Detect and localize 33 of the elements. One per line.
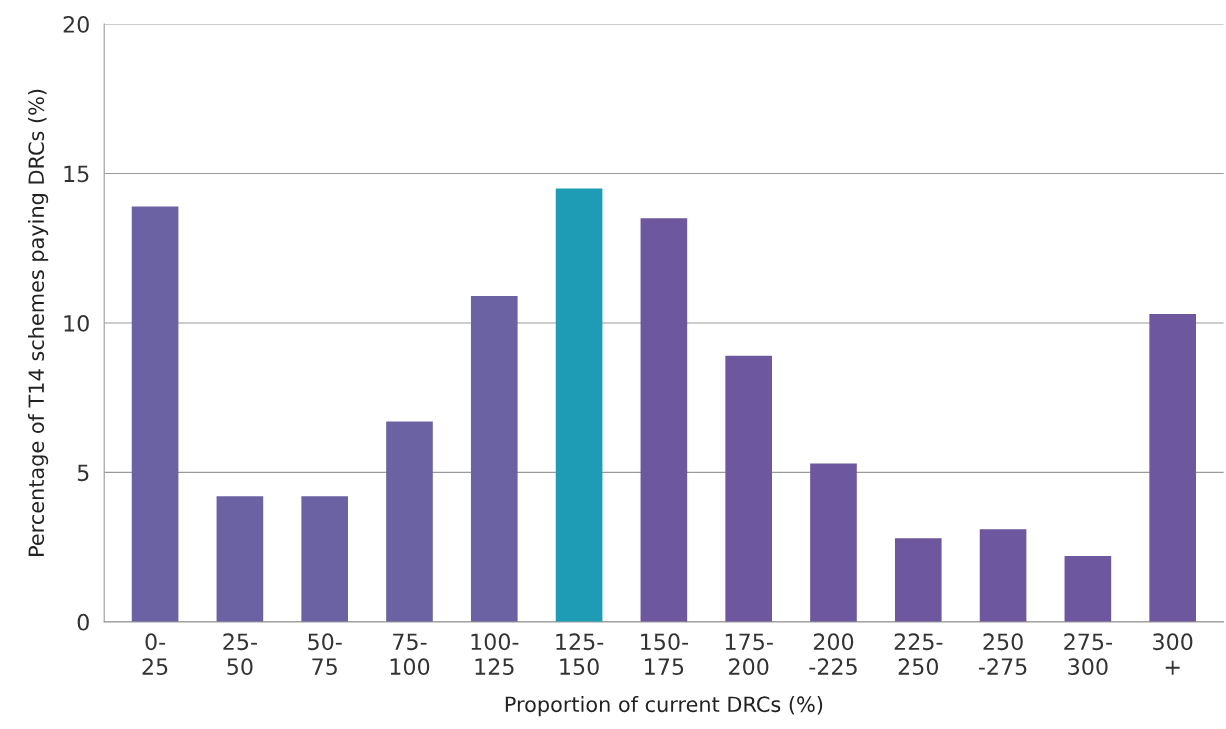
y-tick-label: 20: [63, 16, 89, 33]
bar: [810, 463, 857, 622]
x-tick-label: 275- 300: [1064, 633, 1112, 676]
x-tick-label: 200 -225: [809, 633, 857, 676]
x-tick-label: 175- 200: [725, 633, 773, 676]
y-tick-label: 5: [77, 464, 89, 482]
bar: [386, 421, 433, 622]
x-tick-label: 150- 175: [641, 633, 689, 676]
bar: [725, 355, 772, 622]
x-tick-label: 50- 75: [308, 633, 342, 676]
x-tick-label: 0- 25: [142, 633, 168, 676]
bar: [1064, 556, 1112, 622]
x-tick-label: 100- 125: [471, 633, 519, 676]
x-tick-label: 225- 250: [894, 633, 943, 676]
x-tick-label: 25- 50: [223, 633, 257, 676]
y-tick-label: 15: [64, 165, 89, 183]
bar: [555, 188, 603, 622]
bar: [640, 218, 688, 622]
x-tick-label: 300 +: [1153, 633, 1193, 675]
y-tick-label: 0: [77, 613, 89, 631]
y-axis-title: Percentage of T14 schemes paying DRCs (%): [27, 89, 49, 556]
bar: [216, 496, 264, 622]
x-tick-label: 125- 150: [556, 633, 604, 676]
x-axis-title: Proportion of current DRCs (%): [505, 696, 823, 717]
bar: [894, 538, 942, 622]
bar: [470, 296, 518, 622]
y-tick-label: 10: [64, 314, 89, 332]
x-tick-label: 250 -275: [978, 633, 1027, 676]
bar: [979, 529, 1027, 622]
x-tick-label: 75- 100: [390, 633, 430, 676]
bar: [1149, 313, 1196, 622]
bar: [301, 496, 349, 622]
bar: [131, 206, 179, 622]
